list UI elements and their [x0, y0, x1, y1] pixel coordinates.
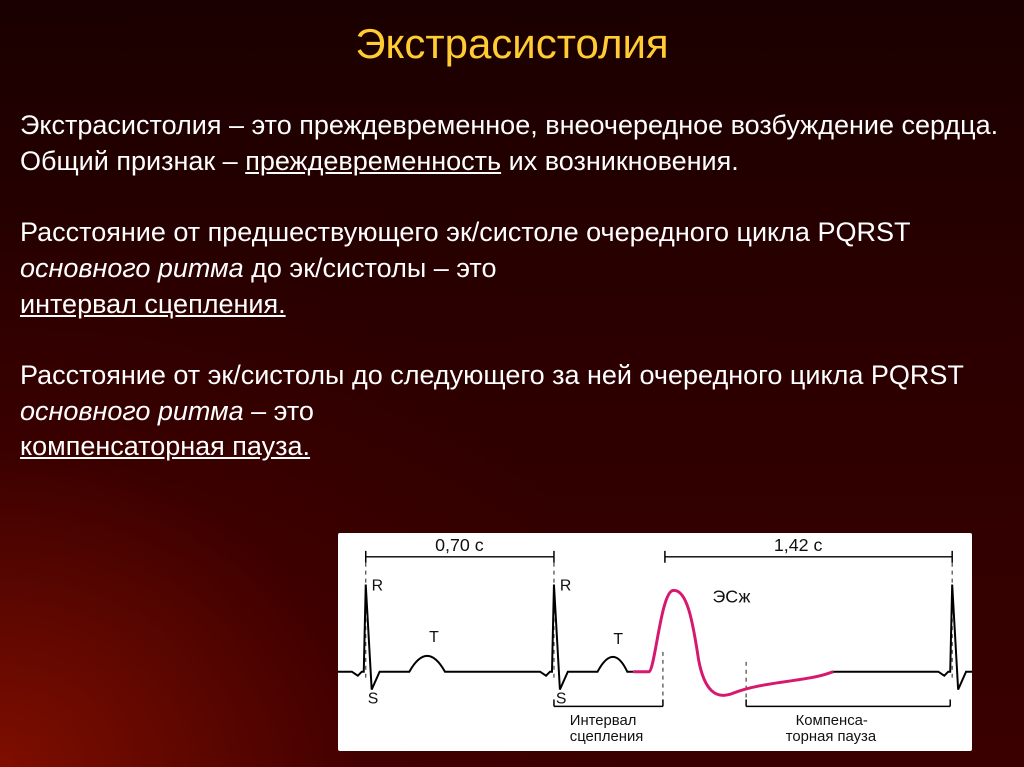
para1-c: их возникновения. [501, 146, 739, 176]
label-S1: S [368, 690, 379, 707]
para3-d: компенсаторная пауза. [20, 431, 310, 461]
para2-a: Расстояние от предшествующего эк/систоле… [20, 217, 910, 247]
label-EC: ЭСж [712, 586, 750, 606]
para2-b: основного ритма [20, 253, 244, 283]
slide-title: Экстрасистолия [0, 20, 1024, 68]
ecg-chart: 0,70 c 1,42 c R R T T S S ЭСж [338, 533, 972, 751]
label-T1: T [429, 629, 439, 646]
seg-left-label: 0,70 c [435, 535, 484, 555]
paragraph-2: Расстояние от предшествующего эк/систоле… [20, 215, 1004, 322]
bottom-brackets [554, 699, 950, 706]
ecg-trace-normal-left [338, 585, 633, 690]
ecg-panel: 0,70 c 1,42 c R R T T S S ЭСж [338, 533, 972, 751]
compensatory-label-2: торная пауза [786, 729, 877, 745]
para3-b: основного ритма [20, 396, 244, 426]
paragraph-3: Расстояние от эк/систолы до следующего з… [20, 358, 1004, 465]
slide-body: Экстрасистолия – это преждевременное, вн… [20, 108, 1004, 465]
spacer [20, 179, 1004, 215]
coupling-label-2: сцепления [570, 729, 644, 745]
compensatory-label-1: Компенса- [796, 713, 868, 729]
paragraph-1: Экстрасистолия – это преждевременное, вн… [20, 108, 1004, 179]
para2-d: интервал сцепления. [20, 289, 286, 319]
para3-a: Расстояние от эк/систолы до следующего з… [20, 360, 963, 390]
ecg-trace-normal-right [833, 585, 972, 690]
label-R2: R [560, 577, 571, 594]
para3-c: – это [244, 396, 314, 426]
label-T2: T [613, 631, 623, 648]
label-R1: R [372, 577, 383, 594]
seg-right-label: 1,42 c [774, 535, 823, 555]
slide: Экстрасистолия Экстрасистолия – это преж… [0, 0, 1024, 767]
coupling-label-1: Интервал [570, 713, 637, 729]
para1-b: преждевременность [245, 146, 501, 176]
spacer [20, 322, 1004, 358]
para2-c: до эк/систолы – это [244, 253, 497, 283]
label-S2: S [556, 690, 567, 707]
